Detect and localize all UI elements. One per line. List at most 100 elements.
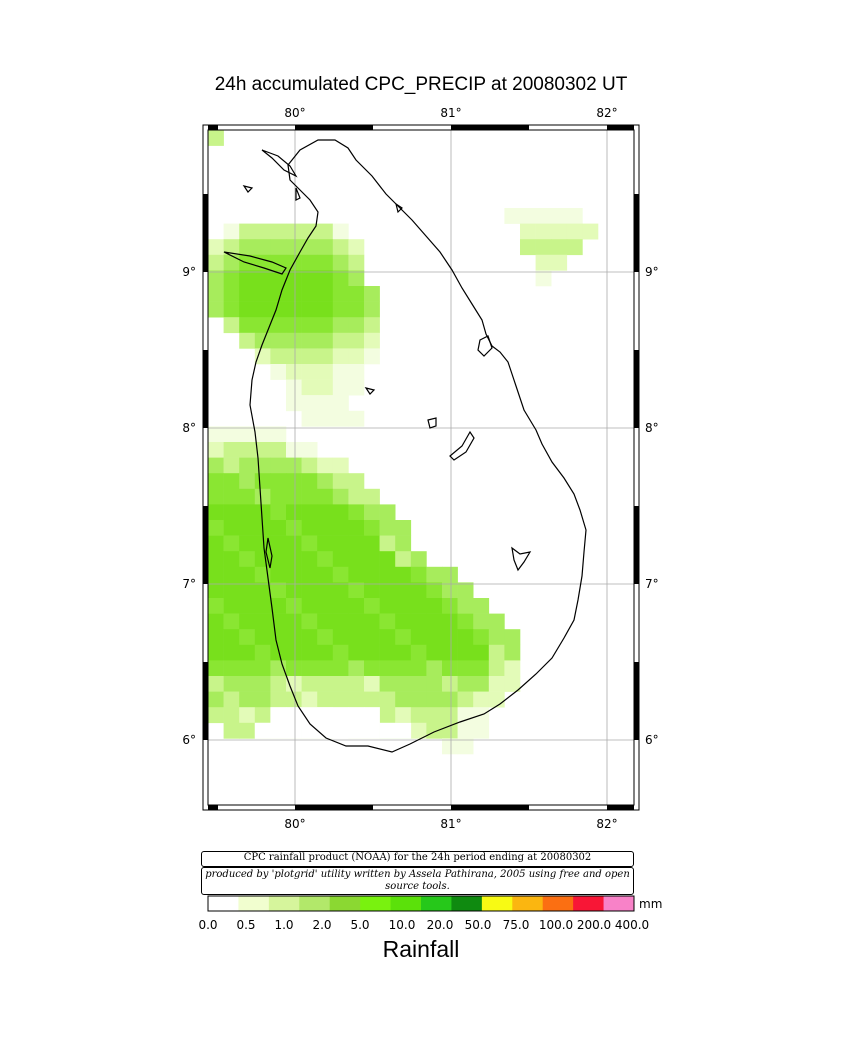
rainfall-cell <box>348 629 365 646</box>
rainfall-cell <box>426 644 443 661</box>
rainfall-cell <box>286 535 302 552</box>
lat-label-7-right: 7° <box>645 577 659 591</box>
rainfall-cell <box>239 317 256 334</box>
rainfall-cell <box>348 598 365 614</box>
rainfall-cell <box>332 317 349 334</box>
legend-label: 200.0 <box>577 918 611 932</box>
rainfall-cell <box>254 629 271 646</box>
rainfall-cell <box>442 691 458 708</box>
rainfall-cell <box>379 551 396 568</box>
rainfall-cell <box>457 691 474 708</box>
rainfall-cell <box>239 660 256 677</box>
rainfall-cell <box>520 223 536 240</box>
rainfall-cell <box>223 488 240 505</box>
rainfall-cell <box>254 317 271 334</box>
rainfall-cell <box>348 270 365 287</box>
rainfall-cell <box>301 582 318 599</box>
rainfall-cell <box>270 676 287 692</box>
rainfall-cell <box>348 520 365 536</box>
rainfall-cell <box>301 660 318 677</box>
rainfall-cell <box>426 691 443 708</box>
rainfall-cell <box>535 223 552 240</box>
rainfall-cell <box>426 613 443 630</box>
rainfall-cell <box>223 254 240 271</box>
rainfall-cell <box>270 348 287 365</box>
rainfall-cell <box>332 254 349 271</box>
rainfall-cell <box>286 286 302 302</box>
rainfall-cell <box>301 551 318 568</box>
rainfall-cell <box>332 379 349 396</box>
rainfall-cell <box>332 504 349 521</box>
rainfall-cell <box>208 130 224 146</box>
rainfall-cell <box>410 551 427 568</box>
rainfall-cell <box>270 332 287 349</box>
rainfall-cell <box>301 410 318 427</box>
rainfall-cell <box>317 535 334 552</box>
rainfall-cell <box>254 676 271 692</box>
rainfall-cell <box>364 286 380 302</box>
rainfall-cell <box>286 223 302 240</box>
rainfall-cell <box>223 707 240 724</box>
rainfall-cell <box>317 395 334 412</box>
rainfall-cell <box>348 551 365 568</box>
rainfall-cell <box>332 395 349 412</box>
rainfall-cell <box>395 644 412 661</box>
legend-label: 100.0 <box>539 918 573 932</box>
rainfall-cell <box>223 691 240 708</box>
rainfall-cell <box>208 598 224 614</box>
rainfall-cell <box>239 629 256 646</box>
rainfall-cell <box>301 566 318 583</box>
rainfall-cell <box>379 629 396 646</box>
rainfall-cell <box>317 644 334 661</box>
legend-labels: 0.0 0.5 1.0 2.0 5.0 10.0 20.0 50.0 75.0 100.0 200.… <box>198 918 649 932</box>
rainfall-cell <box>504 629 521 646</box>
legend-label: 10.0 <box>389 918 416 932</box>
rainfall-cell <box>332 301 349 318</box>
rainfall-cell <box>317 488 334 505</box>
rainfall-cell <box>504 676 521 692</box>
rainfall-cell <box>239 488 256 505</box>
rainfall-cell <box>223 520 240 536</box>
rainfall-cell <box>301 286 318 302</box>
rainfall-cell <box>332 644 349 661</box>
rainfall-cell <box>332 488 349 505</box>
rainfall-cell <box>286 598 302 614</box>
rainfall-cell <box>332 410 349 427</box>
rainfall-cell <box>286 644 302 661</box>
rainfall-cell <box>208 473 224 490</box>
longitude-labels-bottom: 80° 81° 82° <box>284 817 617 831</box>
rainfall-cell <box>239 504 256 521</box>
rainfall-cell <box>395 582 412 599</box>
legend-swatch <box>421 896 452 911</box>
rainfall-cell <box>317 239 334 256</box>
rainfall-cell <box>301 707 318 724</box>
rainfall-cell <box>270 317 287 334</box>
rainfall-cell <box>239 301 256 318</box>
rainfall-cell <box>379 707 396 724</box>
rainfall-cell <box>208 676 224 692</box>
rainfall-cell <box>317 270 334 287</box>
sri-lanka-coastline <box>223 139 587 753</box>
rainfall-cell <box>270 582 287 599</box>
rainfall-cell <box>223 676 240 692</box>
legend-swatch <box>481 896 513 911</box>
rainfall-cell <box>379 566 396 583</box>
lat-label-6-right: 6° <box>645 733 659 747</box>
rainfall-cell <box>239 535 256 552</box>
legend-label: 20.0 <box>427 918 454 932</box>
rainfall-cell <box>223 457 240 474</box>
rainfall-cell <box>223 582 240 599</box>
rainfall-cell <box>379 582 396 599</box>
legend-label: 400.0 <box>615 918 649 932</box>
rainfall-cell <box>317 332 334 349</box>
rainfall-cell <box>208 535 224 552</box>
legend-swatch <box>299 896 331 911</box>
rainfall-cell <box>364 535 380 552</box>
rainfall-cell <box>442 660 458 677</box>
rainfall-cell <box>379 676 396 692</box>
rainfall-cell <box>254 660 271 677</box>
rainfall-cell <box>317 660 334 677</box>
rainfall-cell <box>270 457 287 474</box>
rainfall-cell <box>364 707 380 724</box>
